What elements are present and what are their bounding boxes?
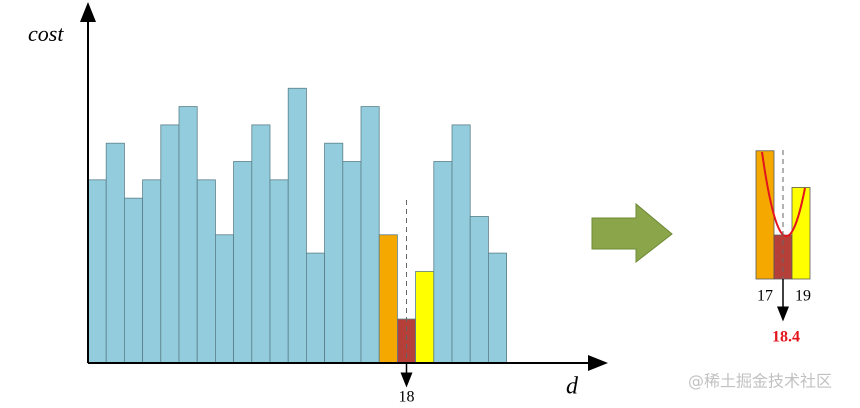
result-label: 18.4	[772, 329, 800, 346]
bar	[342, 161, 362, 364]
bar	[287, 87, 307, 364]
x-tick-label: 18	[399, 389, 415, 406]
x-axis-label: d	[566, 374, 579, 400]
inset-label: 17	[757, 288, 773, 305]
bar	[305, 252, 325, 364]
bar	[142, 179, 162, 364]
bar	[233, 161, 253, 364]
bar	[160, 124, 180, 364]
watermark: @稀土掘金技术社区	[688, 372, 832, 391]
bar	[87, 179, 107, 364]
bar	[214, 234, 234, 364]
bar	[378, 234, 398, 364]
bar	[251, 124, 271, 364]
inset-bar	[791, 187, 811, 280]
bars: 18	[87, 87, 507, 406]
inset-label: 19	[795, 288, 811, 305]
arrow	[591, 202, 673, 264]
bar	[360, 106, 380, 364]
bar	[451, 124, 471, 364]
bar	[433, 161, 453, 364]
y-axis-label: cost	[28, 21, 64, 46]
bar	[269, 179, 289, 364]
bar	[105, 142, 125, 364]
bar	[196, 179, 216, 364]
bar	[415, 271, 435, 364]
bar	[124, 197, 144, 364]
bar	[487, 252, 507, 364]
bar	[324, 142, 344, 364]
bar	[178, 106, 198, 364]
bar	[469, 216, 489, 364]
